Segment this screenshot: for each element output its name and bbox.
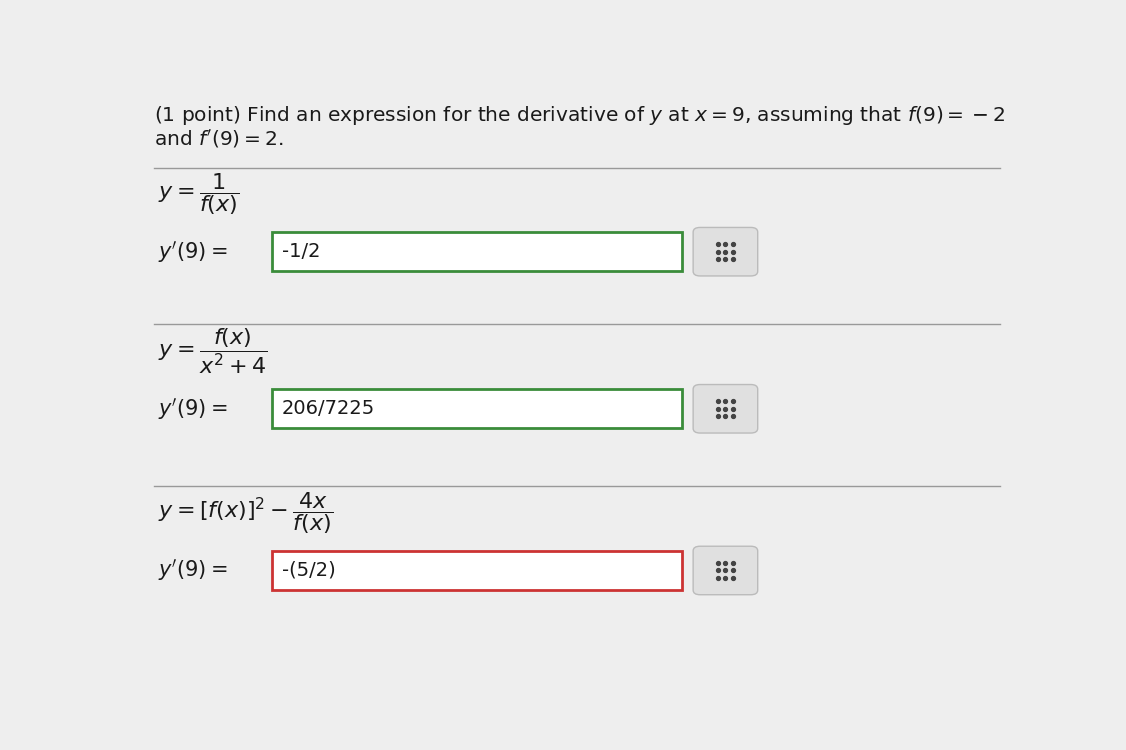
FancyBboxPatch shape [694, 385, 758, 433]
Text: $y = [f(x)]^2 - \dfrac{4x}{f(x)}$: $y = [f(x)]^2 - \dfrac{4x}{f(x)}$ [158, 490, 333, 536]
FancyBboxPatch shape [271, 550, 682, 590]
FancyBboxPatch shape [271, 389, 682, 428]
Text: $y^{\prime}(9) = $: $y^{\prime}(9) = $ [158, 238, 227, 265]
FancyBboxPatch shape [271, 232, 682, 272]
FancyBboxPatch shape [694, 227, 758, 276]
Text: $y = \dfrac{f(x)}{x^2 + 4}$: $y = \dfrac{f(x)}{x^2 + 4}$ [158, 326, 267, 376]
Text: 206/7225: 206/7225 [283, 399, 375, 418]
Text: -(5/2): -(5/2) [283, 561, 336, 580]
Text: -1/2: -1/2 [283, 242, 321, 261]
FancyBboxPatch shape [694, 546, 758, 595]
Text: and $f^{\prime}(9) = 2$.: and $f^{\prime}(9) = 2$. [154, 128, 284, 150]
Text: $y^{\prime}(9) = $: $y^{\prime}(9) = $ [158, 396, 227, 422]
Text: $y = \dfrac{1}{f(x)}$: $y = \dfrac{1}{f(x)}$ [158, 171, 240, 217]
Text: (1 point) Find an expression for the derivative of $y$ at $x = 9$, assuming that: (1 point) Find an expression for the der… [154, 104, 1006, 128]
Text: $y^{\prime}(9) = $: $y^{\prime}(9) = $ [158, 557, 227, 584]
